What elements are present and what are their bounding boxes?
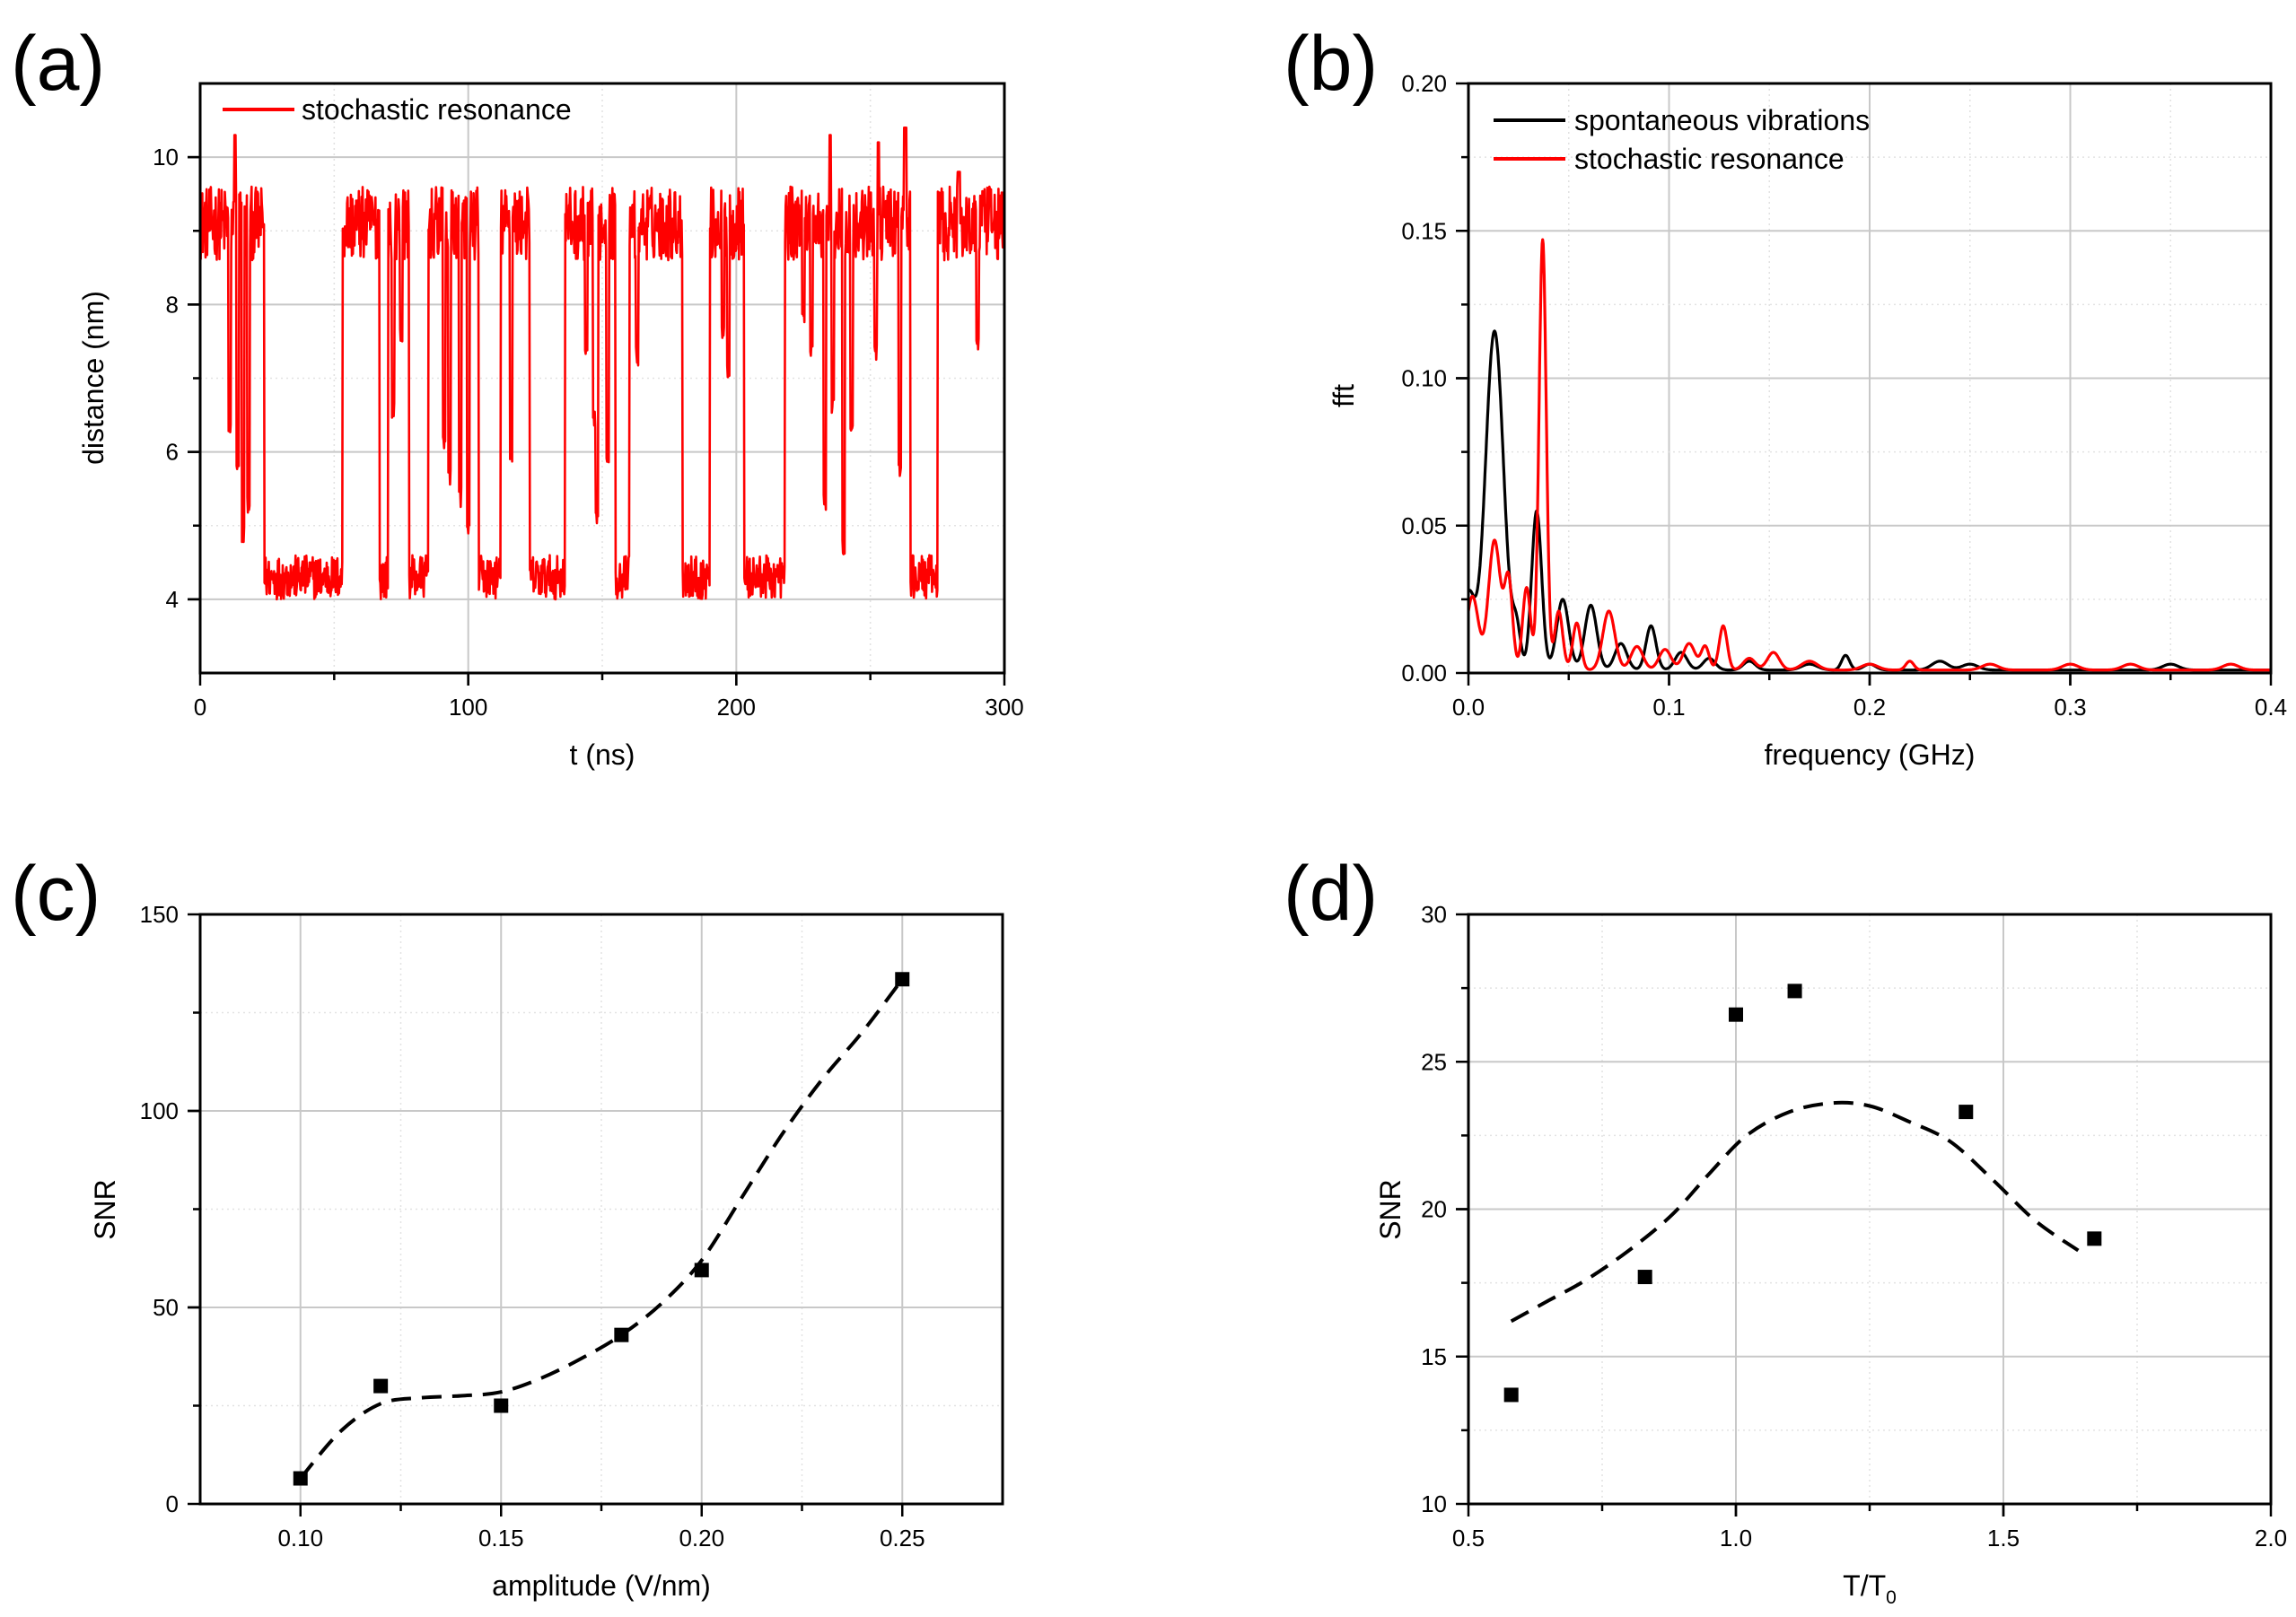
panel-d-ticks: 0.5 1.0 1.5 2.0 10 15 20 25 30 <box>1421 901 2287 1551</box>
panel-a-ticks: 0 100 200 300 4 6 8 10 <box>153 144 1024 721</box>
y-tick-label: 25 <box>1421 1048 1447 1075</box>
data-point <box>1959 1105 1974 1120</box>
y-tick-label: 6 <box>166 439 179 466</box>
panel-b-legend: spontaneous vibrations stochastic resona… <box>1494 104 1870 175</box>
y-tick-label: 8 <box>166 291 179 318</box>
panel-c-ylabel: SNR <box>89 1179 121 1240</box>
data-point <box>1787 983 1802 999</box>
y-tick-label: 0.20 <box>1401 70 1447 97</box>
panel-d-xlabel-subscript: 0 <box>1886 1587 1897 1608</box>
data-point <box>2087 1231 2102 1246</box>
x-tick-label: 0.20 <box>679 1525 724 1551</box>
panel-c-ticks: 0.10 0.15 0.20 0.25 0 50 100 150 <box>140 901 925 1551</box>
panel-a-plot <box>200 127 1004 601</box>
y-tick-label: 0.00 <box>1401 660 1447 686</box>
panel-a-legend: stochastic resonance <box>223 93 572 126</box>
x-tick-label: 0 <box>194 694 206 721</box>
panel-c-xlabel: amplitude (V/nm) <box>492 1569 711 1602</box>
x-tick-label: 0.3 <box>2054 694 2086 721</box>
panel-b-grid <box>1468 83 2271 673</box>
panel-d-ylabel: SNR <box>1374 1179 1407 1240</box>
panel-a-xlabel: t (ns) <box>570 739 635 771</box>
panel-d-grid <box>1468 914 2271 1504</box>
y-tick-label: 150 <box>140 901 179 928</box>
panel-b-ylabel: fft <box>1328 384 1360 407</box>
data-point <box>293 1471 308 1486</box>
y-tick-label: 0.10 <box>1401 365 1447 392</box>
y-tick-label: 20 <box>1421 1196 1447 1223</box>
panel-a-grid <box>200 83 1004 673</box>
y-tick-label: 50 <box>153 1294 179 1321</box>
y-tick-label: 30 <box>1421 901 1447 928</box>
panel-d-xlabel-main: T/T <box>1843 1569 1886 1602</box>
y-tick-label: 0.05 <box>1401 512 1447 539</box>
y-tick-label: 15 <box>1421 1343 1447 1370</box>
panel-d-label: (d) <box>1284 851 1378 937</box>
x-tick-label: 2.0 <box>2255 1525 2287 1551</box>
data-point <box>1729 1007 1743 1022</box>
x-tick-label: 200 <box>717 694 756 721</box>
panel-a-ylabel: distance (nm) <box>77 291 110 465</box>
panel-c-plot <box>293 972 910 1486</box>
series-line-stochastic-resonance <box>1468 238 2271 672</box>
data-point <box>494 1398 509 1413</box>
x-tick-label: 0.2 <box>1853 694 1886 721</box>
panel-a-label: (a) <box>11 21 105 107</box>
x-tick-label: 0.1 <box>1652 694 1685 721</box>
data-point <box>1637 1270 1652 1285</box>
y-tick-label: 4 <box>166 586 179 613</box>
panel-b: (b) 0.0 0.1 0.2 0.3 0.40.000.050.100.150.20 … <box>1284 21 2287 771</box>
x-tick-label: 0.4 <box>2255 694 2287 721</box>
panel-a: (a) 0 100 200 300 4 6 8 10 stochastic resonance… <box>11 21 1024 771</box>
x-tick-label: 100 <box>449 694 487 721</box>
legend-label-spontaneous-vibrations: spontaneous vibrations <box>1574 104 1870 136</box>
legend-label-stochastic-resonance-b: stochastic resonance <box>1574 143 1845 175</box>
x-tick-label: 0.10 <box>277 1525 323 1551</box>
panel-b-plot <box>1468 238 2271 672</box>
x-tick-label: 0.0 <box>1452 694 1485 721</box>
panel-b-ticks: 0.0 0.1 0.2 0.3 0.4 0.00 0.05 0.10 0.15 0.20 <box>1401 70 2287 721</box>
panel-b-xlabel: frequency (GHz) <box>1765 739 1976 771</box>
panel-c-label: (c) <box>11 851 101 937</box>
y-tick-label: 0.15 <box>1401 217 1447 244</box>
data-point <box>895 972 910 987</box>
fit-curve <box>1510 1100 2080 1324</box>
x-tick-label: 0.15 <box>478 1525 524 1551</box>
x-tick-label: 1.5 <box>1987 1525 2020 1551</box>
panel-c-grid <box>200 914 1003 1504</box>
x-tick-label: 1.0 <box>1720 1525 1752 1551</box>
panel-c: (c) 0.10 0.15 0.20 0.25 0 50 100 150 amplitude … <box>11 851 1004 1602</box>
series-line-stochastic-resonance <box>200 127 1004 601</box>
panel-d: (d) 0.5 1.0 1.5 2.0 10 15 20 25 30 T/T0 SNR <box>1284 851 2287 1608</box>
x-tick-label: 0.5 <box>1452 1525 1485 1551</box>
data-point <box>614 1327 629 1342</box>
y-tick-label: 10 <box>1421 1490 1447 1517</box>
y-tick-label: 0 <box>166 1490 179 1517</box>
x-tick-label: 300 <box>985 694 1023 721</box>
data-point <box>1503 1387 1519 1403</box>
fit-curve <box>299 978 904 1480</box>
y-tick-label: 10 <box>153 144 179 170</box>
panel-b-label: (b) <box>1284 21 1378 107</box>
data-point <box>694 1263 709 1278</box>
panel-d-xlabel: T/T0 <box>1843 1569 1897 1608</box>
panel-d-plot <box>1503 983 2102 1403</box>
legend-label-stochastic-resonance: stochastic resonance <box>302 93 572 126</box>
x-tick-label: 0.25 <box>880 1525 925 1551</box>
data-point <box>373 1378 389 1394</box>
y-tick-label: 100 <box>140 1097 179 1124</box>
